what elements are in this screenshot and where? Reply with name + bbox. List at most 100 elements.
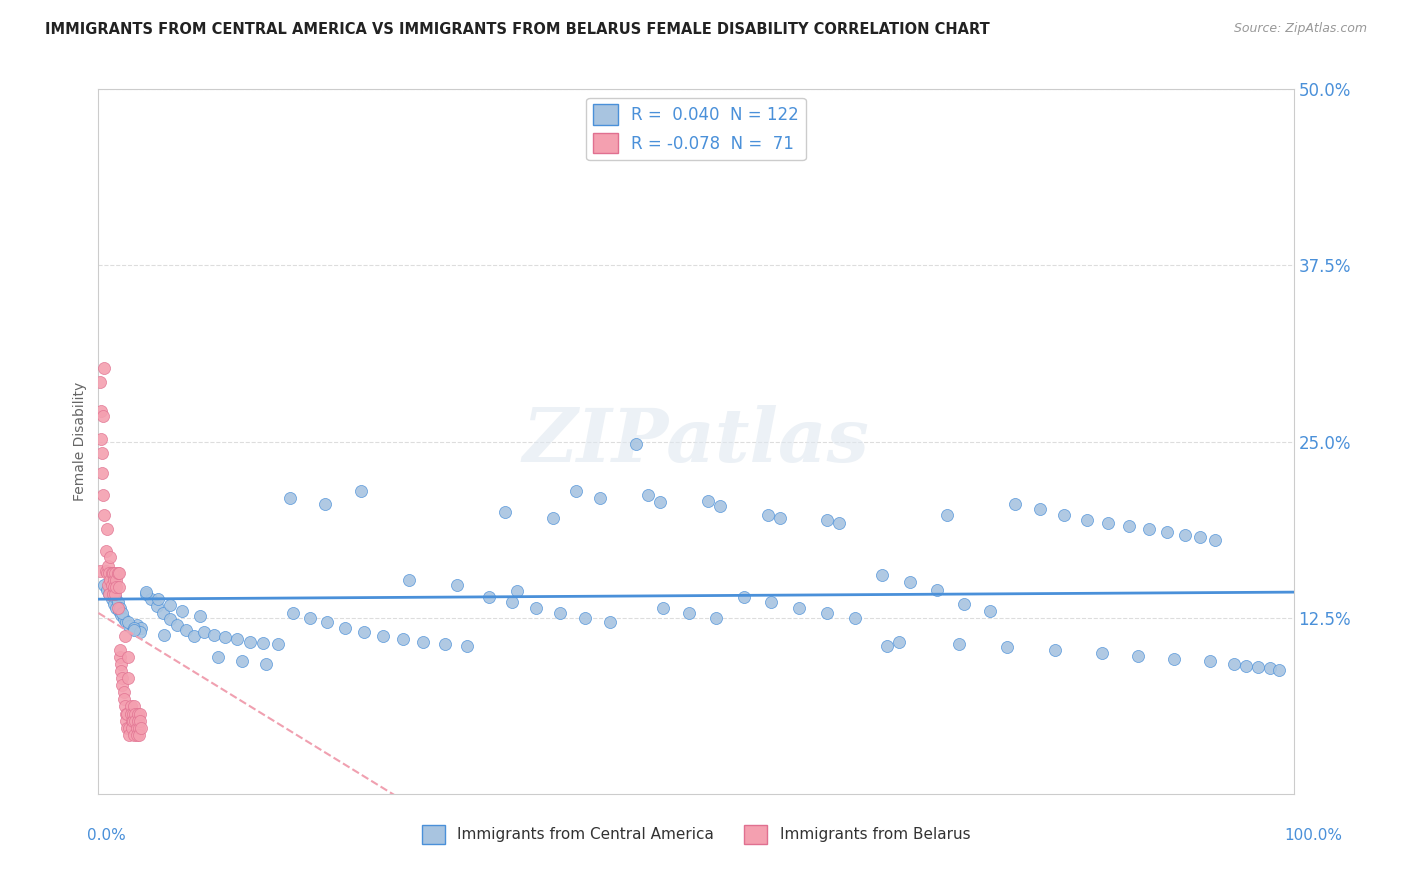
Point — [124, 714, 146, 728]
Point — [96, 582, 118, 597]
Point — [1258, 661, 1281, 675]
Point — [1223, 657, 1246, 672]
Point — [188, 609, 211, 624]
Point — [100, 592, 122, 607]
Point — [96, 566, 118, 580]
Point — [278, 491, 301, 505]
Point — [117, 650, 139, 665]
Point — [97, 578, 120, 592]
Point — [107, 595, 129, 609]
Point — [353, 624, 375, 639]
Point — [478, 590, 501, 604]
Point — [174, 624, 197, 638]
Point — [122, 714, 145, 728]
Point — [697, 493, 720, 508]
Text: Source: ZipAtlas.com: Source: ZipAtlas.com — [1233, 22, 1367, 36]
Point — [159, 598, 181, 612]
Point — [733, 590, 755, 604]
Point — [1156, 524, 1178, 539]
Point — [524, 600, 547, 615]
Point — [927, 582, 949, 597]
Point — [254, 657, 277, 672]
Point — [115, 714, 138, 728]
Point — [936, 508, 959, 522]
Point — [898, 575, 921, 590]
Text: 100.0%: 100.0% — [1285, 828, 1343, 843]
Point — [446, 578, 468, 592]
Point — [350, 483, 373, 498]
Point — [828, 516, 851, 531]
Point — [112, 612, 135, 626]
Point — [1091, 646, 1114, 660]
Point — [889, 634, 911, 648]
Point — [131, 621, 153, 635]
Point — [128, 721, 150, 735]
Point — [103, 597, 125, 611]
Point — [148, 592, 170, 607]
Point — [1163, 651, 1185, 665]
Point — [1043, 643, 1066, 657]
Point — [1004, 497, 1026, 511]
Point — [127, 706, 149, 721]
Point — [103, 580, 125, 594]
Point — [93, 508, 115, 522]
Point — [125, 728, 148, 742]
Point — [129, 714, 152, 728]
Point — [98, 587, 121, 601]
Point — [115, 706, 138, 721]
Point — [96, 522, 118, 536]
Point — [125, 617, 148, 632]
Point — [844, 610, 866, 624]
Point — [97, 558, 120, 573]
Point — [952, 597, 974, 611]
Point — [1053, 508, 1076, 522]
Point — [183, 629, 205, 643]
Point — [709, 500, 731, 514]
Point — [120, 706, 142, 721]
Point — [101, 582, 124, 597]
Point — [118, 619, 141, 633]
Point — [104, 587, 127, 601]
Point — [108, 650, 131, 665]
Point — [202, 627, 225, 641]
Point — [139, 592, 162, 607]
Point — [333, 621, 356, 635]
Point — [127, 714, 149, 728]
Point — [267, 638, 290, 652]
Point — [94, 544, 117, 558]
Point — [104, 590, 127, 604]
Point — [815, 513, 838, 527]
Point — [105, 600, 128, 615]
Point — [111, 678, 134, 692]
Point — [121, 721, 143, 735]
Legend: Immigrants from Central America, Immigrants from Belarus: Immigrants from Central America, Immigra… — [416, 819, 976, 850]
Point — [565, 483, 588, 498]
Point — [124, 624, 146, 638]
Point — [115, 721, 138, 735]
Point — [979, 604, 1001, 618]
Point — [412, 634, 434, 648]
Point — [815, 607, 838, 621]
Point — [548, 607, 571, 621]
Point — [94, 564, 117, 578]
Point — [91, 409, 114, 424]
Point — [231, 654, 253, 668]
Point — [1174, 527, 1197, 541]
Point — [637, 488, 659, 502]
Point — [172, 604, 194, 618]
Point — [1234, 658, 1257, 673]
Point — [1128, 648, 1150, 663]
Point — [193, 624, 215, 639]
Point — [1137, 522, 1160, 536]
Point — [112, 692, 135, 706]
Point — [1268, 663, 1291, 677]
Point — [315, 497, 337, 511]
Point — [1247, 660, 1270, 674]
Point — [128, 728, 150, 742]
Point — [456, 639, 478, 653]
Point — [124, 728, 146, 742]
Point — [506, 583, 529, 598]
Point — [120, 699, 142, 714]
Point — [371, 629, 394, 643]
Text: 0.0%: 0.0% — [87, 828, 127, 843]
